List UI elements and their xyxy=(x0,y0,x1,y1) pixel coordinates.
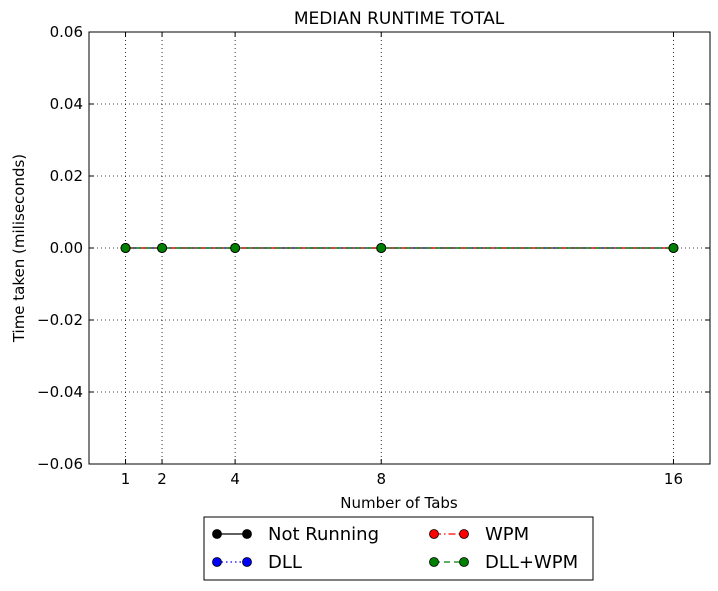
chart-title: MEDIAN RUNTIME TOTAL xyxy=(294,9,505,29)
data-point-dll-wpm xyxy=(376,243,387,253)
y-tick-label: 0.00 xyxy=(50,239,83,257)
legend-marker-dll-wpm xyxy=(429,557,439,567)
y-tick-label: 0.02 xyxy=(50,167,83,185)
x-axis-ticks: 1 2 4 8 16 xyxy=(121,32,683,488)
y-axis-label: Time taken (miliseconds) xyxy=(10,154,28,343)
x-axis-label: Number of Tabs xyxy=(340,494,458,512)
legend-box xyxy=(203,516,594,581)
legend-marker-dll xyxy=(242,557,252,567)
y-tick-label: −0.06 xyxy=(37,455,83,473)
legend-label-dll-wpm: DLL+WPM xyxy=(485,552,578,573)
legend-marker-not-running xyxy=(212,529,222,539)
legend-label-dll: DLL xyxy=(268,552,302,573)
legend-marker-not-running xyxy=(242,529,252,539)
x-tick-label: 2 xyxy=(157,470,167,488)
y-axis-ticks: −0.06 −0.04 −0.02 0.00 0.02 0.04 0.06 xyxy=(37,23,710,473)
x-tick-label: 4 xyxy=(230,470,240,488)
x-tick-label: 8 xyxy=(376,470,386,488)
y-tick-label: 0.04 xyxy=(50,95,83,113)
data-point-dll-wpm xyxy=(230,243,241,253)
legend-marker-dll-wpm xyxy=(459,557,469,567)
y-tick-label: −0.02 xyxy=(37,311,83,329)
data-point-dll-wpm xyxy=(668,243,679,253)
x-tick-label: 16 xyxy=(664,470,683,488)
y-tick-label: 0.06 xyxy=(50,23,83,41)
x-tick-label: 1 xyxy=(121,470,131,488)
series-layer xyxy=(120,243,679,253)
legend-label-not-running: Not Running xyxy=(268,524,379,545)
legend-marker-dll xyxy=(212,557,222,567)
legend-marker-wpm xyxy=(429,529,439,539)
y-tick-label: −0.04 xyxy=(37,383,83,401)
data-point-dll-wpm xyxy=(157,243,167,253)
legend-marker-wpm xyxy=(459,529,469,539)
data-point-dll-wpm xyxy=(120,243,131,253)
legend-label-wpm: WPM xyxy=(485,524,529,545)
legend: Not Running DLL WPM DLL+WPM xyxy=(203,516,594,581)
